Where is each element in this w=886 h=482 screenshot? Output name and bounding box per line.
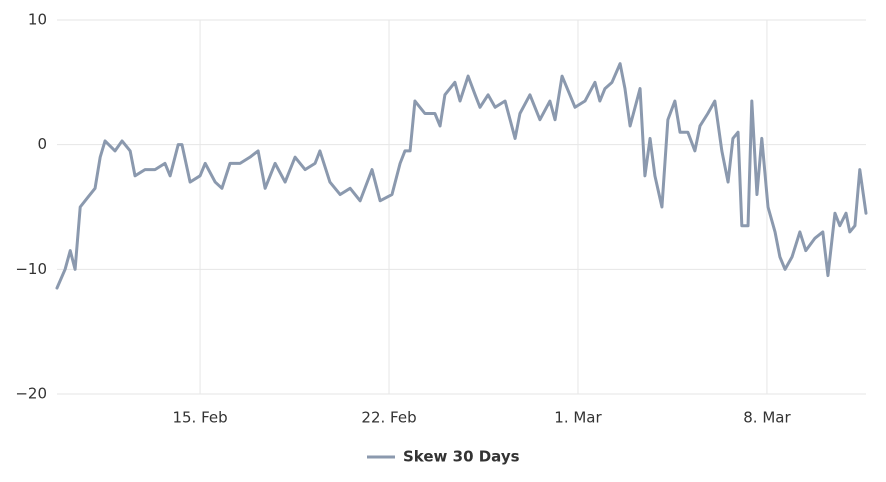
x-tick-label: 15. Feb: [172, 409, 227, 427]
y-tick-label: 10: [28, 11, 47, 29]
y-tick-label: −20: [15, 385, 47, 403]
y-tick-label: −10: [15, 260, 47, 278]
series-line: [55, 62, 868, 290]
x-tick-label: 8. Mar: [743, 409, 791, 427]
x-tick-label: 1. Mar: [554, 409, 602, 427]
y-tick-label: 0: [37, 135, 47, 153]
legend-label[interactable]: Skew 30 Days: [403, 448, 520, 466]
x-tick-label: 22. Feb: [361, 409, 416, 427]
